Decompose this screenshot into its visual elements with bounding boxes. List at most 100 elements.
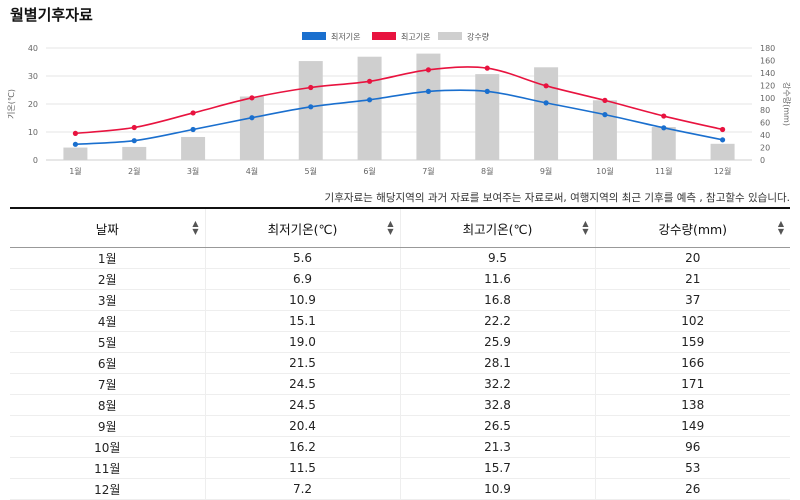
table-row: 12월 7.2 10.9 26 — [10, 478, 790, 500]
cell-max-temp: 25.9 — [400, 331, 596, 353]
cell-precip: 53 — [595, 457, 790, 479]
min-temp-point — [661, 125, 667, 131]
cell-min-temp: 5.6 — [205, 247, 401, 269]
max-temp-point — [719, 126, 726, 133]
x-tick-label: 6월 — [363, 166, 375, 176]
cell-max-temp: 10.9 — [400, 478, 596, 500]
cell-precip: 37 — [595, 289, 790, 311]
cell-precip: 166 — [595, 352, 790, 374]
min-temp-point — [72, 141, 79, 147]
header-label: 강수량(mm) — [658, 221, 728, 237]
cell-date: 1월 — [10, 247, 206, 269]
min-temp-line — [75, 89, 723, 146]
max-temp-point — [661, 113, 667, 119]
min-temp-point — [719, 137, 726, 143]
max-temp-line — [75, 66, 723, 135]
sort-icon[interactable]: ▲ ▼ — [192, 219, 199, 236]
x-tick-label: 8월 — [481, 166, 493, 176]
precip-bar — [239, 96, 264, 160]
cell-max-temp: 21.3 — [400, 436, 596, 458]
cell-precip: 20 — [595, 247, 790, 269]
cell-date: 5월 — [10, 331, 206, 353]
precip-bar — [181, 136, 206, 160]
precip-bar — [534, 67, 559, 160]
cell-precip: 138 — [595, 394, 790, 416]
cell-date: 8월 — [10, 394, 206, 416]
header-min-temp[interactable]: 최저기온(℃) ▲ ▼ — [205, 209, 401, 248]
header-max-temp[interactable]: 최고기온(℃) ▲ ▼ — [400, 209, 596, 248]
precip-bar — [651, 127, 676, 160]
cell-max-temp: 26.5 — [400, 415, 596, 437]
cell-min-temp: 7.2 — [205, 478, 401, 500]
cell-max-temp: 9.5 — [400, 247, 596, 269]
min-temp-point — [190, 126, 196, 133]
table-row: 5월 19.0 25.9 159 — [10, 331, 790, 353]
cell-date: 4월 — [10, 310, 206, 332]
y2-tick-label: 100 — [760, 94, 775, 103]
y-tick-label: 10 — [28, 128, 38, 137]
precip-bar — [592, 100, 617, 160]
y2-tick-label: 80 — [760, 106, 770, 115]
min-temp-point — [131, 138, 137, 144]
cell-min-temp: 19.0 — [205, 331, 401, 353]
max-temp-point — [190, 110, 196, 116]
x-tick-label: 2월 — [128, 166, 140, 176]
legend-max-temp-swatch — [372, 32, 396, 40]
header-label: 날짜 — [95, 221, 119, 237]
cell-precip: 149 — [595, 415, 790, 437]
cell-min-temp: 11.5 — [205, 457, 401, 479]
x-tick-label: 3월 — [187, 166, 199, 176]
cell-min-temp: 10.9 — [205, 289, 401, 311]
sort-icon[interactable]: ▲ ▼ — [387, 219, 394, 236]
min-temp-point — [249, 115, 255, 121]
table-row: 11월 11.5 15.7 53 — [10, 457, 790, 479]
table-header-row: 날짜 ▲ ▼ 최저기온(℃) ▲ ▼ 최고기온(℃) ▲ ▼ 강수량(mm) ▲ ▼ — [10, 209, 790, 248]
sort-icon[interactable]: ▲ ▼ — [777, 219, 784, 236]
cell-min-temp: 15.1 — [205, 310, 401, 332]
table-row: 9월 20.4 26.5 149 — [10, 415, 790, 437]
precip-bar — [122, 146, 147, 160]
y-tick-label: 40 — [28, 44, 38, 53]
cell-max-temp: 15.7 — [400, 457, 596, 479]
max-temp-point — [131, 124, 137, 131]
header-precip[interactable]: 강수량(mm) ▲ ▼ — [595, 209, 790, 248]
sort-icon[interactable]: ▲ ▼ — [582, 219, 589, 236]
legend-min-temp-swatch — [302, 32, 326, 40]
min-temp-point — [425, 88, 432, 94]
cell-max-temp: 32.8 — [400, 394, 596, 416]
cell-date: 11월 — [10, 457, 206, 479]
x-tick-label: 10월 — [596, 166, 614, 176]
min-temp-point — [602, 112, 608, 118]
precip-bar — [298, 61, 323, 160]
y2-tick-label: 180 — [760, 44, 775, 53]
precip-bar — [357, 56, 382, 160]
y2-tick-label: 0 — [760, 156, 765, 165]
x-tick-label: 11월 — [655, 166, 673, 176]
header-label: 최고기온(℃) — [462, 221, 533, 237]
cell-min-temp: 21.5 — [205, 352, 401, 374]
table-row: 1월 5.6 9.5 20 — [10, 247, 790, 269]
header-label: 최저기온(℃) — [267, 221, 338, 237]
cell-max-temp: 28.1 — [400, 352, 596, 374]
cell-date: 6월 — [10, 352, 206, 374]
y2-tick-label: 60 — [760, 119, 770, 128]
header-date[interactable]: 날짜 ▲ ▼ — [10, 209, 206, 248]
max-temp-point — [543, 83, 549, 89]
climate-table: 날짜 ▲ ▼ 최저기온(℃) ▲ ▼ 최고기온(℃) ▲ ▼ 강수량(mm) ▲ ▼ 1월 5.6… — [10, 209, 790, 500]
min-temp-point — [543, 100, 549, 106]
y2-tick-label: 160 — [760, 56, 775, 65]
x-tick-label: 4월 — [246, 166, 258, 176]
cell-max-temp: 16.8 — [400, 289, 596, 311]
x-tick-label: 12월 — [714, 166, 732, 176]
climate-note: 기후자료는 해당지역의 과거 자료를 보여주는 자료로써, 여행지역의 최근 기… — [324, 192, 790, 204]
cell-date: 2월 — [10, 268, 206, 290]
x-tick-label: 7월 — [422, 166, 434, 176]
climate-chart: 0 10 20 30 40 0 20 40 60 80 100 120 140 160 180 기온(℃) 강수… — [7, 32, 792, 177]
max-temp-point — [425, 67, 432, 73]
table-row: 4월 15.1 22.2 102 — [10, 310, 790, 332]
cell-max-temp: 32.2 — [400, 373, 596, 395]
cell-max-temp: 22.2 — [400, 310, 596, 332]
cell-date: 7월 — [10, 373, 206, 395]
y-tick-label: 20 — [28, 100, 38, 109]
legend-precip-swatch — [438, 32, 462, 40]
